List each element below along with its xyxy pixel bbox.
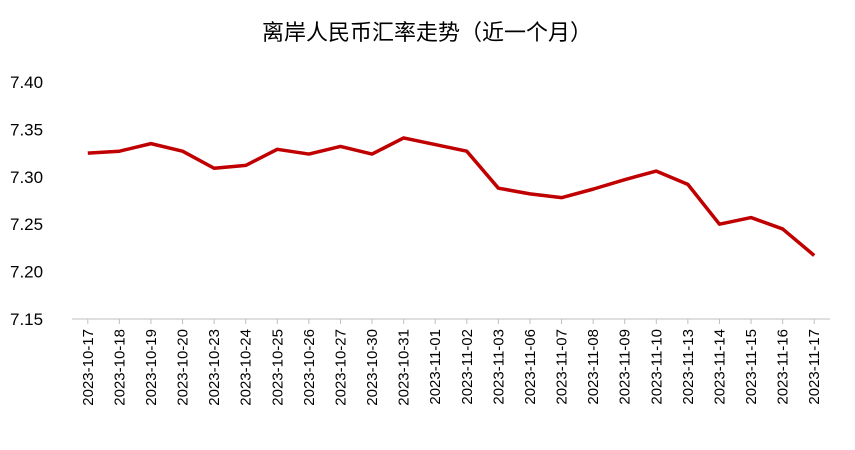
x-tick-label: 2023-11-07 [554, 329, 571, 405]
chart-title: 离岸人民币汇率走势（近一个月） [262, 20, 592, 45]
y-tick-label: 7.15 [10, 310, 43, 329]
x-tick-label: 2023-10-24 [238, 329, 255, 406]
x-tick-label: 2023-10-20 [175, 329, 192, 406]
y-tick-label: 7.30 [10, 168, 43, 187]
x-tick-label: 2023-10-27 [332, 329, 349, 406]
x-tick-label: 2023-11-14 [711, 329, 728, 405]
x-tick-label: 2023-11-08 [585, 329, 602, 405]
x-tick-label: 2023-10-17 [80, 329, 97, 406]
line [87, 136, 816, 257]
x-tick-label: 2023-10-18 [111, 329, 128, 406]
x-tick-label: 2023-11-10 [648, 329, 665, 405]
x-tick-label: 2023-11-09 [617, 329, 634, 405]
x-tick-label: 2023-11-06 [522, 329, 539, 405]
y-tick-label: 7.25 [10, 215, 43, 234]
x-tick-label: 2023-11-17 [806, 329, 823, 405]
x-tick-label: 2023-11-01 [427, 329, 444, 405]
x-tick-label: 2023-10-19 [143, 329, 160, 406]
x-tick-label: 2023-11-13 [680, 329, 697, 405]
x-tick-label: 2023-11-02 [459, 329, 476, 405]
x-tick-label: 2023-11-15 [743, 329, 760, 405]
y-tick-label: 7.40 [10, 73, 43, 92]
x-tick-label: 2023-10-25 [269, 329, 286, 406]
y-tick-label: 7.35 [10, 120, 43, 139]
x-tick-label: 2023-10-23 [206, 329, 223, 406]
x-tick-label: 2023-10-31 [396, 329, 413, 406]
y-tick-label: 7.20 [10, 263, 43, 282]
x-tick-label: 2023-10-26 [301, 329, 318, 406]
x-tick-label: 2023-10-30 [364, 329, 381, 406]
x-tick-label: 2023-11-16 [775, 329, 792, 405]
x-tick-label: 2023-11-03 [490, 329, 507, 405]
